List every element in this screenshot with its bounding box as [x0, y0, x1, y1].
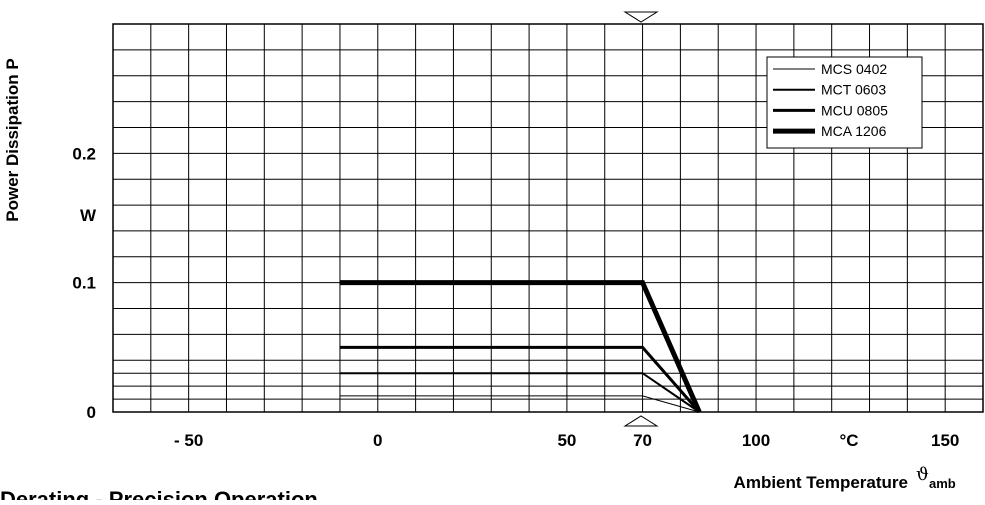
x-tick-label: 100	[742, 431, 770, 450]
legend-label: MCT 0603	[821, 82, 886, 98]
marker-top	[623, 11, 659, 23]
x-symbol: ϑ	[916, 464, 929, 485]
marker-bottom	[623, 415, 659, 427]
x-tick-label: - 50	[174, 431, 203, 450]
x-tick-label: 70	[633, 431, 652, 450]
series-line	[339, 345, 701, 413]
series-line	[339, 395, 700, 413]
series-line	[339, 372, 700, 413]
y-tick-label: 0.2	[72, 144, 96, 163]
y-axis-label: Power Dissipation P	[3, 58, 22, 221]
chart-title: Derating - Precision Operation	[0, 487, 318, 500]
x-symbol-sub: amb	[929, 476, 956, 491]
series-line	[339, 280, 702, 414]
legend-label: MCA 1206	[821, 123, 887, 139]
x-tick-label: 150	[931, 431, 959, 450]
x-tick-label: 50	[557, 431, 576, 450]
y-tick-label: 0.1	[72, 274, 96, 293]
plot-frame	[112, 23, 984, 413]
legend-label: MCU 0805	[821, 102, 888, 118]
y-tick-label: 0	[87, 403, 96, 422]
x-tick-label: 0	[373, 431, 382, 450]
y-unit: W	[80, 206, 97, 225]
x-axis-label: Ambient Temperature	[734, 473, 908, 492]
x-unit: °C	[839, 431, 858, 450]
legend-label: MCS 0402	[821, 61, 887, 77]
